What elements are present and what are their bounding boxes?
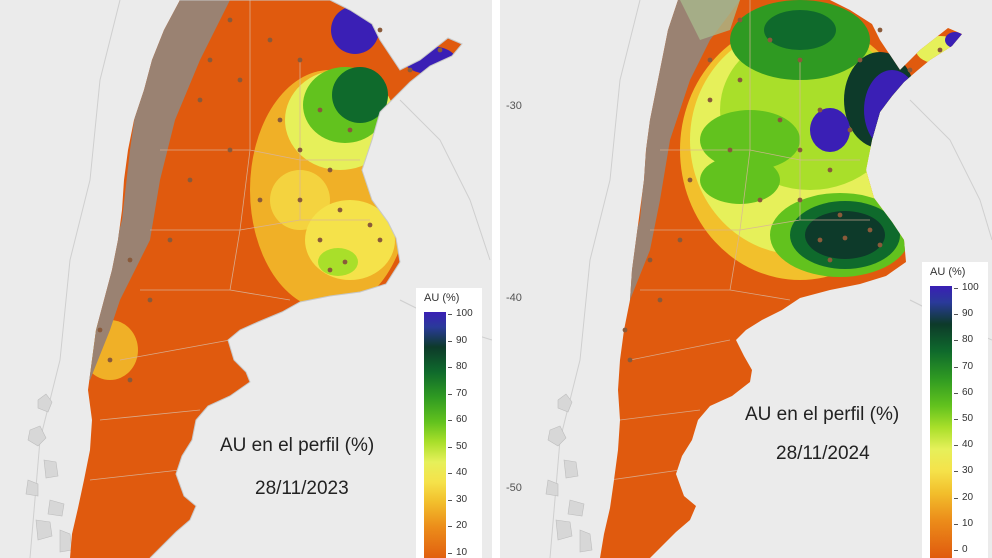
soil-moisture-map-2024 (545, 0, 992, 558)
legend-gradient-bar (930, 286, 952, 558)
legend-tick (954, 314, 958, 316)
map-title: AU en el perfil (%) (745, 404, 900, 425)
legend-tick (954, 497, 958, 499)
legend-tick-label: 70 (456, 387, 468, 399)
y-axis-label-30: -30 (506, 100, 522, 112)
legend-tick (448, 499, 452, 501)
legend-tick (448, 393, 452, 395)
legend-tick-label: 10 (962, 517, 974, 529)
legend-title: AU (%) (930, 266, 966, 278)
map-date: 28/11/2024 (776, 443, 870, 464)
legend-tick (954, 419, 958, 420)
legend-tick (954, 471, 958, 473)
legend-tick (954, 288, 958, 289)
legend-tick-label: 80 (456, 361, 468, 372)
legend-tick (448, 473, 452, 474)
legend-tick-label: 50 (962, 413, 974, 424)
map-title: AU en el perfil (%) (220, 435, 375, 456)
legend-tick (448, 420, 452, 421)
legend-tick (954, 550, 958, 551)
legend-tick (954, 523, 958, 525)
legend-tick-label: 40 (962, 439, 974, 451)
legend-tick (954, 340, 958, 342)
legend-tick-label: 80 (962, 334, 974, 346)
soil-moisture-map-2023 (25, 0, 492, 558)
panel-divider (492, 0, 500, 558)
y-axis-label-50: -50 (506, 482, 522, 494)
legend-tick-label: 0 (962, 544, 968, 555)
legend-tick-label: 60 (456, 414, 468, 425)
legend-tick (448, 314, 452, 315)
legend-tick-label: 100 (962, 282, 979, 293)
map-panel-2024: -30 -40 -50 AU en el perfil (%) 28/11/20… (500, 0, 992, 558)
weather-stations (97, 17, 443, 383)
map-panel-2023: AU en el perfil (%) 28/11/2023 AU (%) 10… (0, 0, 492, 558)
color-legend: AU (%) 100 90 80 70 60 50 40 30 20 10 (416, 288, 482, 558)
legend-gradient-bar (424, 312, 446, 558)
legend-tick-label: 10 (456, 546, 468, 558)
legend-tick (954, 445, 958, 447)
legend-tick (448, 367, 452, 368)
weather-stations (622, 17, 943, 363)
legend-tick-label: 60 (962, 386, 974, 398)
legend-tick-label: 30 (456, 493, 468, 505)
legend-tick-label: 70 (962, 360, 974, 372)
y-axis-label-40: -40 (506, 292, 522, 304)
legend-tick-label: 30 (962, 465, 974, 477)
legend-title: AU (%) (424, 292, 460, 304)
legend-tick-label: 100 (456, 308, 473, 319)
map-date: 28/11/2023 (255, 478, 349, 499)
legend-tick (448, 552, 452, 554)
legend-tick-label: 90 (962, 308, 974, 320)
legend-tick-label: 20 (962, 491, 974, 503)
legend-tick-label: 90 (456, 334, 468, 346)
legend-tick (448, 340, 452, 342)
legend-tick-label: 40 (456, 467, 468, 478)
legend-tick-label: 50 (456, 440, 468, 452)
legend-tick (448, 446, 452, 448)
legend-tick (954, 366, 958, 368)
legend-tick (954, 392, 958, 394)
color-legend: AU (%) 100 90 80 70 60 50 40 30 20 10 0 (922, 262, 988, 558)
legend-tick (448, 526, 452, 527)
chile-islands (25, 393, 73, 553)
chile-islands (545, 393, 593, 553)
legend-tick-label: 20 (456, 520, 468, 531)
